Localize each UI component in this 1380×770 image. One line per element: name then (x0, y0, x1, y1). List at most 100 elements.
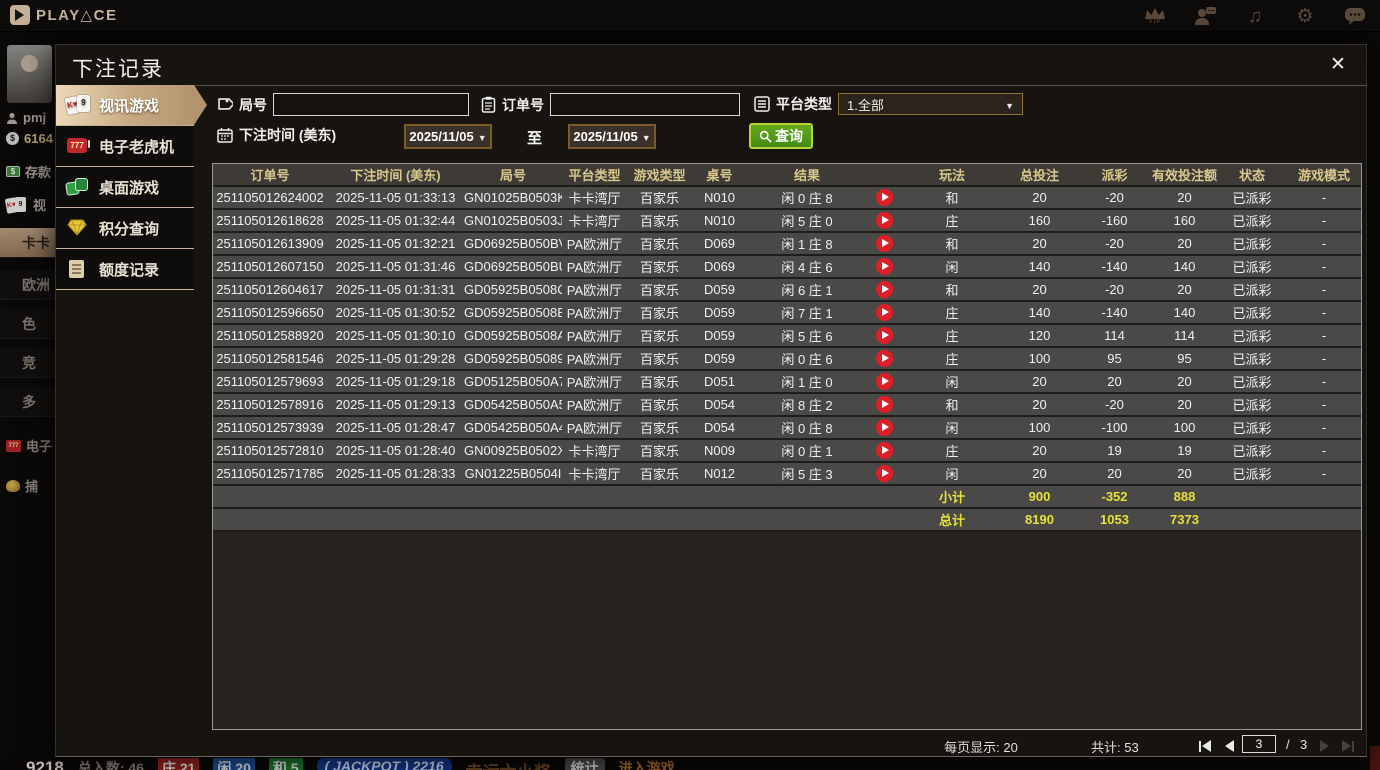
slots-icon: 777 (6, 439, 21, 452)
prev-page-button[interactable] (1225, 739, 1234, 753)
cell-game: 百家乐 (627, 301, 692, 325)
total-row-cell-round (464, 508, 562, 532)
cell-payout: 19 (1077, 439, 1152, 463)
cell-platform: PA欧洲厅 (562, 324, 627, 348)
platform-type-select[interactable]: 1.全部 (838, 93, 1023, 115)
table-row: 251105012604617 2025-11-05 01:31:31 GD0592… (213, 278, 1361, 302)
cell-table: D069 (692, 255, 747, 279)
cell-status: 已派彩 (1217, 186, 1287, 210)
betting-records-modal: 下注记录 ✕ K♥ 9 视讯游戏 777 电子老虎机 桌面游戏 积分查询 额度记录 (55, 44, 1367, 757)
cell-round: GD05125B050A7 (464, 370, 562, 394)
col-header-order: 订单号 (213, 164, 327, 187)
vip-icon[interactable]: VIP (1142, 3, 1168, 29)
chat-icon[interactable] (1342, 3, 1368, 29)
cell-payout: 20 (1077, 370, 1152, 394)
play-video-button[interactable] (876, 350, 893, 368)
sidebar-item-slots[interactable]: 777 电子老虎机 (56, 126, 194, 167)
subtotal-row-cell-valid: 888 (1152, 485, 1217, 509)
cell-order: 251105012607150 (213, 255, 327, 279)
cell-result: 闲 4 庄 6 (747, 255, 867, 279)
cell-round: GN01225B0504I (464, 462, 562, 486)
play-video-button[interactable] (876, 235, 893, 253)
cell-mode: - (1287, 278, 1361, 302)
play-video-button[interactable] (876, 396, 893, 414)
cards-icon: K♥ 9 (4, 196, 28, 214)
subtotal-row-cell-method: 小计 (902, 485, 1002, 509)
playace-logo-icon (10, 5, 30, 25)
order-number-input[interactable] (550, 93, 740, 116)
cell-table: D069 (692, 232, 747, 256)
cell-result: 闲 0 庄 8 (747, 416, 867, 440)
music-icon[interactable]: ♫ (1247, 5, 1263, 27)
cell-result: 闲 1 庄 8 (747, 232, 867, 256)
play-video-button[interactable] (876, 419, 893, 437)
cell-status: 已派彩 (1217, 255, 1287, 279)
cell-play (867, 209, 902, 233)
order-filter-label: 订单号 (502, 96, 544, 113)
cell-order: 251105012573939 (213, 416, 327, 440)
col-header-time: 下注时间 (美东) (327, 164, 464, 187)
cell-status: 已派彩 (1217, 301, 1287, 325)
search-icon (759, 130, 772, 143)
sidebar-item-points[interactable]: 积分查询 (56, 208, 194, 249)
cell-game: 百家乐 (627, 347, 692, 371)
cell-bet: 20 (1002, 462, 1077, 486)
cell-status: 已派彩 (1217, 370, 1287, 394)
cell-game: 百家乐 (627, 393, 692, 417)
round-number-input[interactable] (273, 93, 469, 116)
settings-gear-icon[interactable]: ⚙ (1296, 5, 1314, 27)
service-icon[interactable] (1192, 3, 1218, 29)
subtotal-row: 小计 900 -352 888 (213, 485, 1361, 509)
sidebar-item-table-games[interactable]: 桌面游戏 (56, 167, 194, 208)
play-video-button[interactable] (876, 304, 893, 322)
page-number-input[interactable] (1242, 735, 1276, 753)
cell-valid: 100 (1152, 416, 1217, 440)
col-header-table: 桌号 (692, 164, 747, 187)
cell-status: 已派彩 (1217, 416, 1287, 440)
cell-order: 251105012579693 (213, 370, 327, 394)
cell-payout: -20 (1077, 278, 1152, 302)
cell-time: 2025-11-05 01:28:47 (327, 416, 464, 440)
sidebar-item-quota-records[interactable]: 额度记录 (56, 249, 194, 290)
cell-valid: 20 (1152, 232, 1217, 256)
next-page-button[interactable] (1320, 739, 1329, 753)
sidebar-item-live-games[interactable]: K♥ 9 视讯游戏 (56, 85, 207, 126)
play-video-button[interactable] (876, 442, 893, 460)
play-video-button[interactable] (876, 327, 893, 345)
cell-bet: 20 (1002, 278, 1077, 302)
play-video-button[interactable] (876, 258, 893, 276)
background-balance: $ 6164 (6, 131, 53, 146)
cell-round: GN01025B0503J (464, 209, 562, 233)
total-row-cell-platform (562, 508, 627, 532)
cell-platform: 卡卡湾厅 (562, 439, 627, 463)
cell-order: 251105012624002 (213, 186, 327, 210)
total-row-cell-mode (1287, 508, 1361, 532)
play-video-button[interactable] (876, 212, 893, 230)
date-from-picker[interactable]: 2025/11/05 (404, 124, 492, 149)
cell-method: 庄 (902, 301, 1002, 325)
background-tab-duo: 多 (0, 387, 55, 417)
total-row-cell-time (327, 508, 464, 532)
date-to-picker[interactable]: 2025/11/05 (568, 124, 656, 149)
cell-platform: PA欧洲厅 (562, 301, 627, 325)
cell-result: 闲 0 庄 1 (747, 439, 867, 463)
playing-cards-icon: K♥ 9 (64, 94, 91, 116)
play-video-button[interactable] (876, 465, 893, 483)
play-video-button[interactable] (876, 281, 893, 299)
cell-method: 庄 (902, 209, 1002, 233)
play-video-button[interactable] (876, 189, 893, 207)
close-icon[interactable]: ✕ (1330, 54, 1346, 75)
chevron-down-icon (478, 129, 487, 144)
play-video-button[interactable] (876, 373, 893, 391)
cell-result: 闲 0 庄 6 (747, 347, 867, 371)
cell-play (867, 255, 902, 279)
background-video-tab: K♥ 9 视 (4, 196, 47, 214)
first-page-button[interactable] (1199, 739, 1211, 753)
query-button[interactable]: 查询 (749, 123, 813, 149)
avatar (7, 45, 52, 103)
cell-play (867, 301, 902, 325)
last-page-button[interactable] (1342, 739, 1354, 753)
cell-time: 2025-11-05 01:32:21 (327, 232, 464, 256)
total-row-cell-play (867, 508, 902, 532)
cell-round: GN01025B0503K (464, 186, 562, 210)
